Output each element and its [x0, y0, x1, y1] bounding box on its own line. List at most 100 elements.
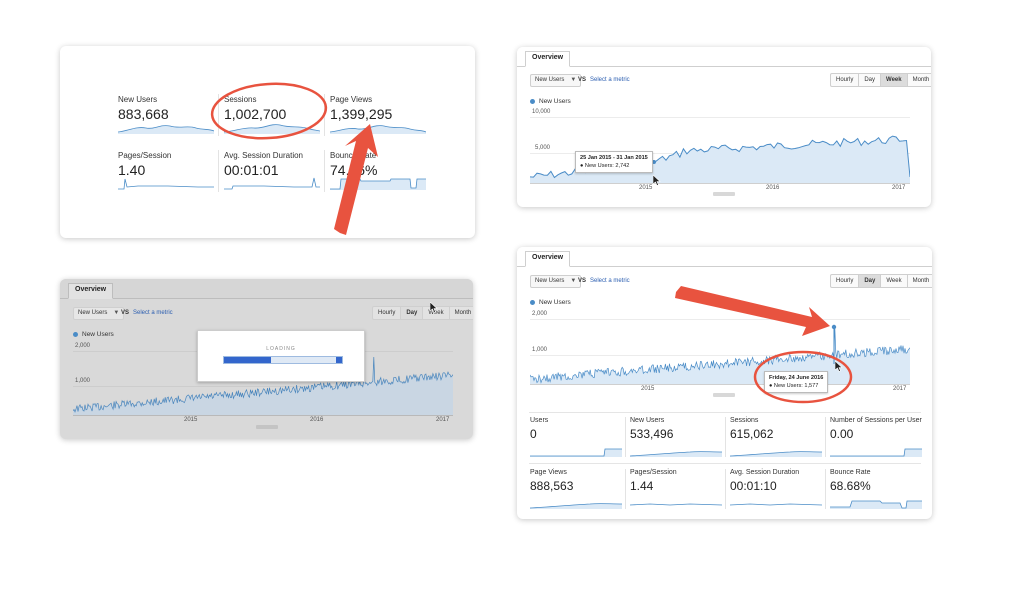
metric-value: 883,668 — [118, 106, 169, 122]
gridline — [73, 386, 453, 387]
metric-value: 00:01:01 — [224, 162, 279, 178]
sparkline — [224, 124, 320, 134]
metric-new-users[interactable]: New Users 533,496 — [630, 417, 726, 461]
granularity-toggle: Hourly Day Week Month — [830, 274, 932, 288]
metric-value: 68.68% — [830, 479, 871, 493]
line-chart[interactable] — [530, 117, 910, 183]
divider — [218, 94, 219, 136]
tab-bar: Overview — [517, 247, 932, 267]
loading-dialog: LOADING — [197, 330, 365, 382]
divider — [725, 469, 726, 509]
hover-point — [652, 160, 656, 164]
sparkline — [330, 178, 426, 190]
metric-new-users[interactable]: New Users 883,668 — [118, 95, 169, 122]
granularity-hourly[interactable]: Hourly — [836, 77, 854, 83]
metric-dropdown[interactable]: New Users ▼ — [73, 307, 125, 320]
sparkline — [830, 500, 922, 509]
divider — [625, 469, 626, 509]
metric-label: Avg. Session Duration — [730, 469, 800, 476]
granularity-toggle: Hourly Day Week Month — [372, 306, 473, 320]
tab-bar: Overview — [517, 47, 931, 67]
x-tick: 2017 — [892, 185, 906, 191]
tooltip-title: 25 Jan 2015 - 31 Jan 2015 — [580, 155, 648, 161]
metric-dropdown[interactable]: New Users ▼ — [530, 74, 582, 87]
granularity-month[interactable]: Month — [906, 74, 931, 86]
mouse-cursor-icon — [835, 361, 843, 372]
metric-dropdown-value: New Users — [535, 77, 565, 83]
divider — [529, 412, 921, 413]
metric-dropdown[interactable]: New Users ▼ — [530, 275, 582, 288]
metric-avg-session-duration[interactable]: Avg. Session Duration 00:01:10 — [730, 469, 826, 513]
chart-scroll-handle[interactable] — [256, 425, 278, 429]
tab-overview[interactable]: Overview — [68, 283, 114, 299]
legend-dot-icon — [530, 299, 535, 305]
y-tick: 2,000 — [75, 343, 91, 349]
metric-dropdown-value: New Users — [78, 310, 108, 316]
tab-overview[interactable]: Overview — [525, 251, 571, 267]
legend-label: New Users — [539, 98, 571, 105]
loading-text: LOADING — [266, 346, 296, 352]
granularity-day[interactable]: Day — [400, 307, 423, 319]
select-metric-link[interactable]: Select a metric — [590, 278, 630, 284]
divider — [825, 417, 826, 457]
x-tick: 2015 — [641, 386, 655, 392]
x-tick: 2016 — [766, 185, 780, 191]
granularity-hourly[interactable]: Hourly — [378, 310, 396, 316]
granularity-week[interactable]: Week — [880, 74, 907, 86]
metric-sessions[interactable]: Sessions 615,062 — [730, 417, 826, 461]
metric-label: Bounce Rate — [330, 151, 377, 160]
metric-value: 00:01:10 — [730, 479, 777, 493]
chart-scroll-handle[interactable] — [713, 192, 735, 196]
granularity-day[interactable]: Day — [858, 275, 881, 287]
metric-dropdown-value: New Users — [535, 278, 565, 284]
x-tick: 2015 — [639, 185, 653, 191]
y-tick: 1,000 — [532, 347, 548, 353]
metric-bounce-rate[interactable]: Bounce Rate 74.16% — [330, 151, 377, 178]
chevron-down-icon: ▼ — [570, 278, 577, 284]
chart-tooltip: Friday, 24 June 2016 ● New Users: 1,577 — [764, 371, 829, 393]
tooltip-value: ● New Users: 2,742 — [580, 163, 630, 169]
metric-page-views[interactable]: Page Views 888,563 — [530, 469, 626, 513]
metric-page-views[interactable]: Page Views 1,399,295 — [330, 95, 392, 122]
tab-overview[interactable]: Overview — [525, 51, 571, 67]
line-chart[interactable] — [530, 319, 910, 384]
chart-scroll-handle[interactable] — [713, 393, 735, 397]
granularity-month[interactable]: Month — [448, 307, 473, 319]
chart-legend: New Users — [530, 299, 571, 306]
metric-value: 1.44 — [630, 479, 654, 493]
granularity-day[interactable]: Day — [858, 74, 880, 86]
metric-label: New Users — [118, 95, 158, 104]
y-tick: 1,000 — [75, 378, 91, 384]
sparkline — [530, 503, 622, 509]
gridline — [530, 117, 910, 118]
metric-users[interactable]: Users 0 — [530, 417, 626, 461]
select-metric-link[interactable]: Select a metric — [590, 77, 630, 83]
overview-weekly-panel: Overview New Users ▼ VS Select a metric … — [517, 47, 931, 207]
granularity-week[interactable]: Week — [422, 307, 448, 319]
metric-sessions-per-user[interactable]: Number of Sessions per User 0.00 — [830, 417, 926, 461]
legend-dot-icon — [73, 331, 78, 337]
metric-bounce-rate[interactable]: Bounce Rate 68.68% — [830, 469, 926, 513]
metric-pages-session[interactable]: Pages/Session 1.40 — [118, 151, 171, 178]
sparkline — [630, 503, 722, 506]
sparkline — [730, 503, 822, 506]
select-metric-link[interactable]: Select a metric — [133, 310, 173, 316]
sparkline — [630, 451, 722, 457]
x-tick: 2015 — [184, 417, 198, 423]
legend-label: New Users — [539, 299, 571, 306]
metric-value: 0 — [530, 427, 537, 441]
granularity-hourly[interactable]: Hourly — [836, 278, 854, 284]
granularity-month[interactable]: Month — [906, 275, 932, 287]
metric-sessions[interactable]: Sessions 1,002,700 — [224, 95, 286, 122]
hover-point — [831, 324, 837, 330]
vs-label: VS — [578, 77, 587, 83]
x-axis — [73, 415, 453, 416]
metric-pages-session[interactable]: Pages/Session 1.44 — [630, 469, 726, 513]
sparkline — [730, 451, 822, 457]
metric-label: Pages/Session — [630, 469, 677, 476]
metric-avg-session-duration[interactable]: Avg. Session Duration 00:01:01 — [224, 151, 303, 178]
x-tick: 2017 — [893, 386, 907, 392]
y-tick: 2,000 — [532, 311, 548, 317]
granularity-week[interactable]: Week — [880, 275, 906, 287]
